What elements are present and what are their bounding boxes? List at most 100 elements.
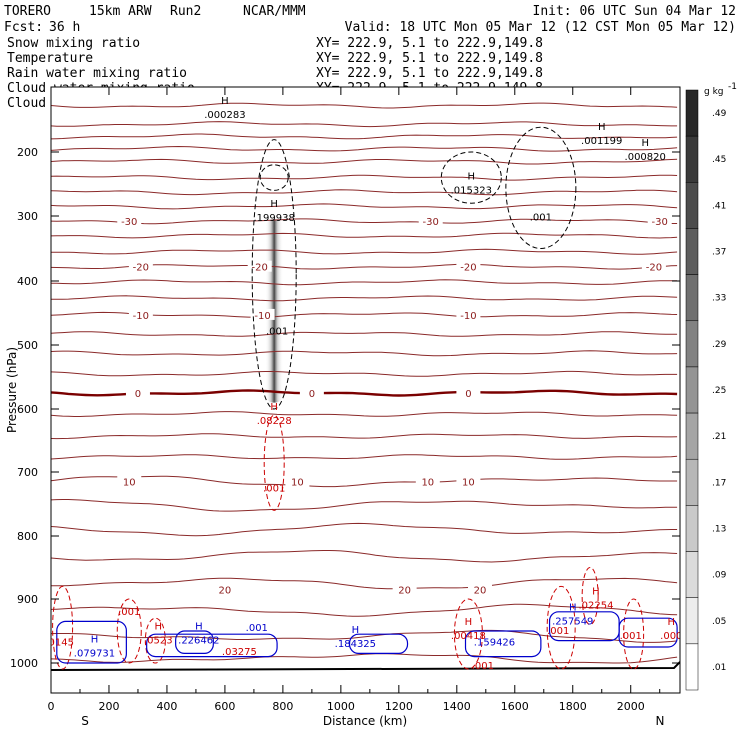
plot-frame <box>50 86 681 694</box>
temp-label-bg <box>212 583 237 595</box>
temp-contour-label: 0 <box>465 389 471 400</box>
rain-contour <box>116 598 142 664</box>
cloud-water-contour <box>348 633 409 655</box>
max-marker-h: H <box>270 199 278 210</box>
temperature-contour <box>51 629 678 643</box>
y-tick-label: 200 <box>17 146 38 159</box>
temperature-contour <box>51 158 678 165</box>
temp-label-bg <box>641 260 666 272</box>
plot-content: -30 -30 -30 -20 -20 -20 -20 -10 -10 -10 0 0 0 10 10 10 1… <box>51 96 680 672</box>
temp-contour-label: -30 <box>121 217 137 228</box>
x-axis-label: Distance (km) <box>323 714 407 728</box>
temp-contour-label: 0 <box>309 389 315 400</box>
temperature-contour <box>51 189 678 196</box>
project-title: TORERO <box>4 4 51 19</box>
colorbar-segment <box>685 551 699 598</box>
max-value-label: .03275 <box>222 647 257 658</box>
x-tick-label: 1400 <box>443 700 471 713</box>
temperature-contour <box>51 653 678 664</box>
field-xy: XY= 222.9, 5.1 to 222.9,149.8 <box>316 66 543 81</box>
temp-label-bg <box>418 215 443 227</box>
temperature-contour <box>51 370 678 377</box>
temperature-contour <box>51 550 678 563</box>
temp-label-bg <box>117 215 142 227</box>
max-marker-h: H <box>668 617 676 628</box>
temperature-contour <box>51 218 678 225</box>
max-value-label: .00418 <box>451 631 486 642</box>
colorbar-label: .37 <box>712 248 726 258</box>
max-value-label: .001 <box>246 623 268 634</box>
temp-contour-label: 10 <box>291 478 304 489</box>
temp-contour-label: 10 <box>123 478 136 489</box>
x-tick-label: 0 <box>48 700 55 713</box>
temperature-contour <box>51 248 678 255</box>
colorbar-label: .33 <box>712 294 726 304</box>
max-value-label: .001 <box>472 661 494 672</box>
colorbar-segment <box>685 182 699 229</box>
colorbar-unit-exp: -1 <box>728 82 737 92</box>
x-tick-label: 200 <box>98 700 119 713</box>
temp-contour-label: 0 <box>135 389 141 400</box>
colorbar-label: .09 <box>712 571 727 581</box>
y-tick-label: 800 <box>17 530 38 543</box>
temp-label-bg <box>299 387 324 398</box>
temp-label-bg <box>247 260 272 272</box>
temp-label-bg <box>117 475 142 487</box>
snow-contour <box>251 139 297 410</box>
colorbar-label: .41 <box>712 201 726 211</box>
temp-contour-label: -10 <box>133 311 149 322</box>
run-label: Run2 <box>170 4 201 19</box>
temperature-contour <box>51 389 678 397</box>
temp-label-bg <box>456 260 481 272</box>
max-value-label: .159426 <box>474 638 515 649</box>
max-marker-h: H <box>569 602 577 613</box>
y-tick-label: 900 <box>17 593 38 606</box>
colorbar-label: .05 <box>712 617 726 627</box>
temperature-contour <box>51 279 678 286</box>
temp-contour-label: -20 <box>460 263 476 274</box>
temp-contour-label: -30 <box>652 217 668 228</box>
colorbar-segment <box>685 274 699 322</box>
temp-contour-label: -10 <box>460 311 476 322</box>
max-value-label: .001 <box>118 607 140 618</box>
rain-contour <box>144 617 166 664</box>
temperature-contour <box>51 133 678 140</box>
colorbar-label: .21 <box>712 432 726 442</box>
cloud-water-contour <box>56 620 127 664</box>
temp-contour-label: 20 <box>219 586 232 597</box>
max-marker-h: H <box>91 634 99 645</box>
temp-contour-label: -10 <box>254 311 270 322</box>
rain-contour <box>263 414 285 511</box>
colorbar-label: .13 <box>712 524 726 534</box>
temp-label-bg <box>647 215 672 227</box>
max-value-label: .001 <box>266 327 288 338</box>
fcst-value: 36 h <box>49 20 80 35</box>
x-tick-label: 1600 <box>501 700 529 713</box>
cloud-water-contour <box>175 630 214 654</box>
temperature-contour <box>51 411 678 417</box>
max-marker-h: H <box>154 622 162 633</box>
colorbar-label: .29 <box>712 340 727 350</box>
colorbar-segment <box>685 320 699 368</box>
max-value-label: .226462 <box>178 636 219 647</box>
x-end-south: S <box>81 714 89 728</box>
plot-layer: -30 -30 -30 -20 -20 -20 -20 -10 -10 -10 0 0 0 10 10 10 1… <box>51 96 680 672</box>
temp-contour-label: 20 <box>398 586 411 597</box>
init-time: Init: 06 UTC Sun 04 Mar 12 <box>533 4 737 19</box>
temp-label-bg <box>456 475 481 487</box>
axes: 0 200 400 600 800 1000 1200 1400 1600 1800 2000200… <box>10 87 680 713</box>
max-value-label: .001 <box>530 212 552 223</box>
temperature-contour <box>51 475 678 488</box>
resolution-label: 15km ARW <box>89 4 152 19</box>
cloud-water-contour <box>618 617 678 648</box>
temperature-contour <box>51 102 678 109</box>
temperature-contour <box>51 454 678 460</box>
y-tick-label: 700 <box>17 466 38 479</box>
x-tick-label: 400 <box>156 700 177 713</box>
max-marker-h: H <box>221 96 229 107</box>
temperature-contour <box>51 203 678 210</box>
temp-label-bg <box>392 583 417 595</box>
max-marker-h: H <box>598 122 606 133</box>
max-marker-h: H <box>195 622 203 633</box>
